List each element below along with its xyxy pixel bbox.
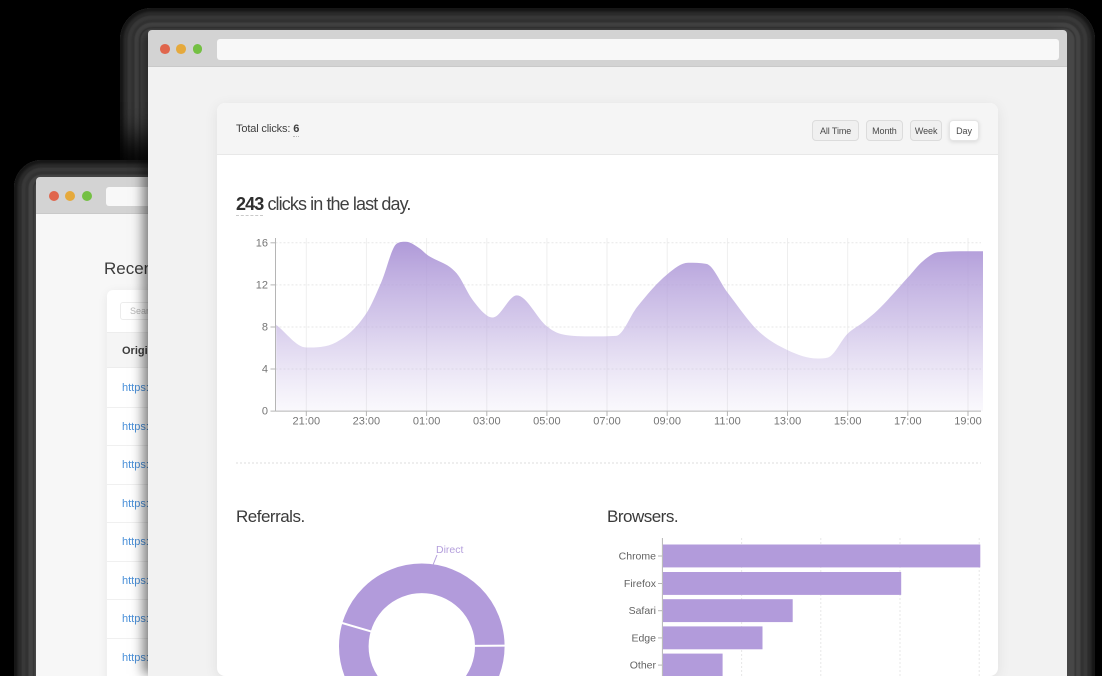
svg-text:16: 16 — [256, 237, 268, 249]
svg-text:Safari: Safari — [629, 605, 656, 617]
svg-text:0: 0 — [262, 406, 268, 418]
svg-text:07:00: 07:00 — [593, 416, 621, 428]
svg-text:Edge: Edge — [631, 632, 656, 644]
svg-text:23:00: 23:00 — [353, 416, 381, 428]
svg-text:21:00: 21:00 — [293, 416, 321, 428]
svg-text:15:00: 15:00 — [834, 416, 862, 428]
svg-text:Chrome: Chrome — [619, 551, 657, 563]
svg-text:03:00: 03:00 — [473, 416, 501, 428]
svg-text:4: 4 — [262, 364, 268, 376]
svg-text:19:00: 19:00 — [954, 416, 982, 428]
svg-text:Firefox: Firefox — [624, 578, 657, 590]
svg-text:09:00: 09:00 — [653, 416, 681, 428]
svg-text:01:00: 01:00 — [413, 416, 441, 428]
svg-text:05:00: 05:00 — [533, 416, 561, 428]
svg-text:13:00: 13:00 — [774, 416, 802, 428]
svg-text:17:00: 17:00 — [894, 416, 922, 428]
svg-text:Other: Other — [630, 660, 657, 672]
svg-text:8: 8 — [262, 322, 268, 334]
svg-text:Direct: Direct — [436, 544, 464, 556]
svg-text:11:00: 11:00 — [714, 416, 741, 428]
svg-text:12: 12 — [256, 279, 268, 291]
